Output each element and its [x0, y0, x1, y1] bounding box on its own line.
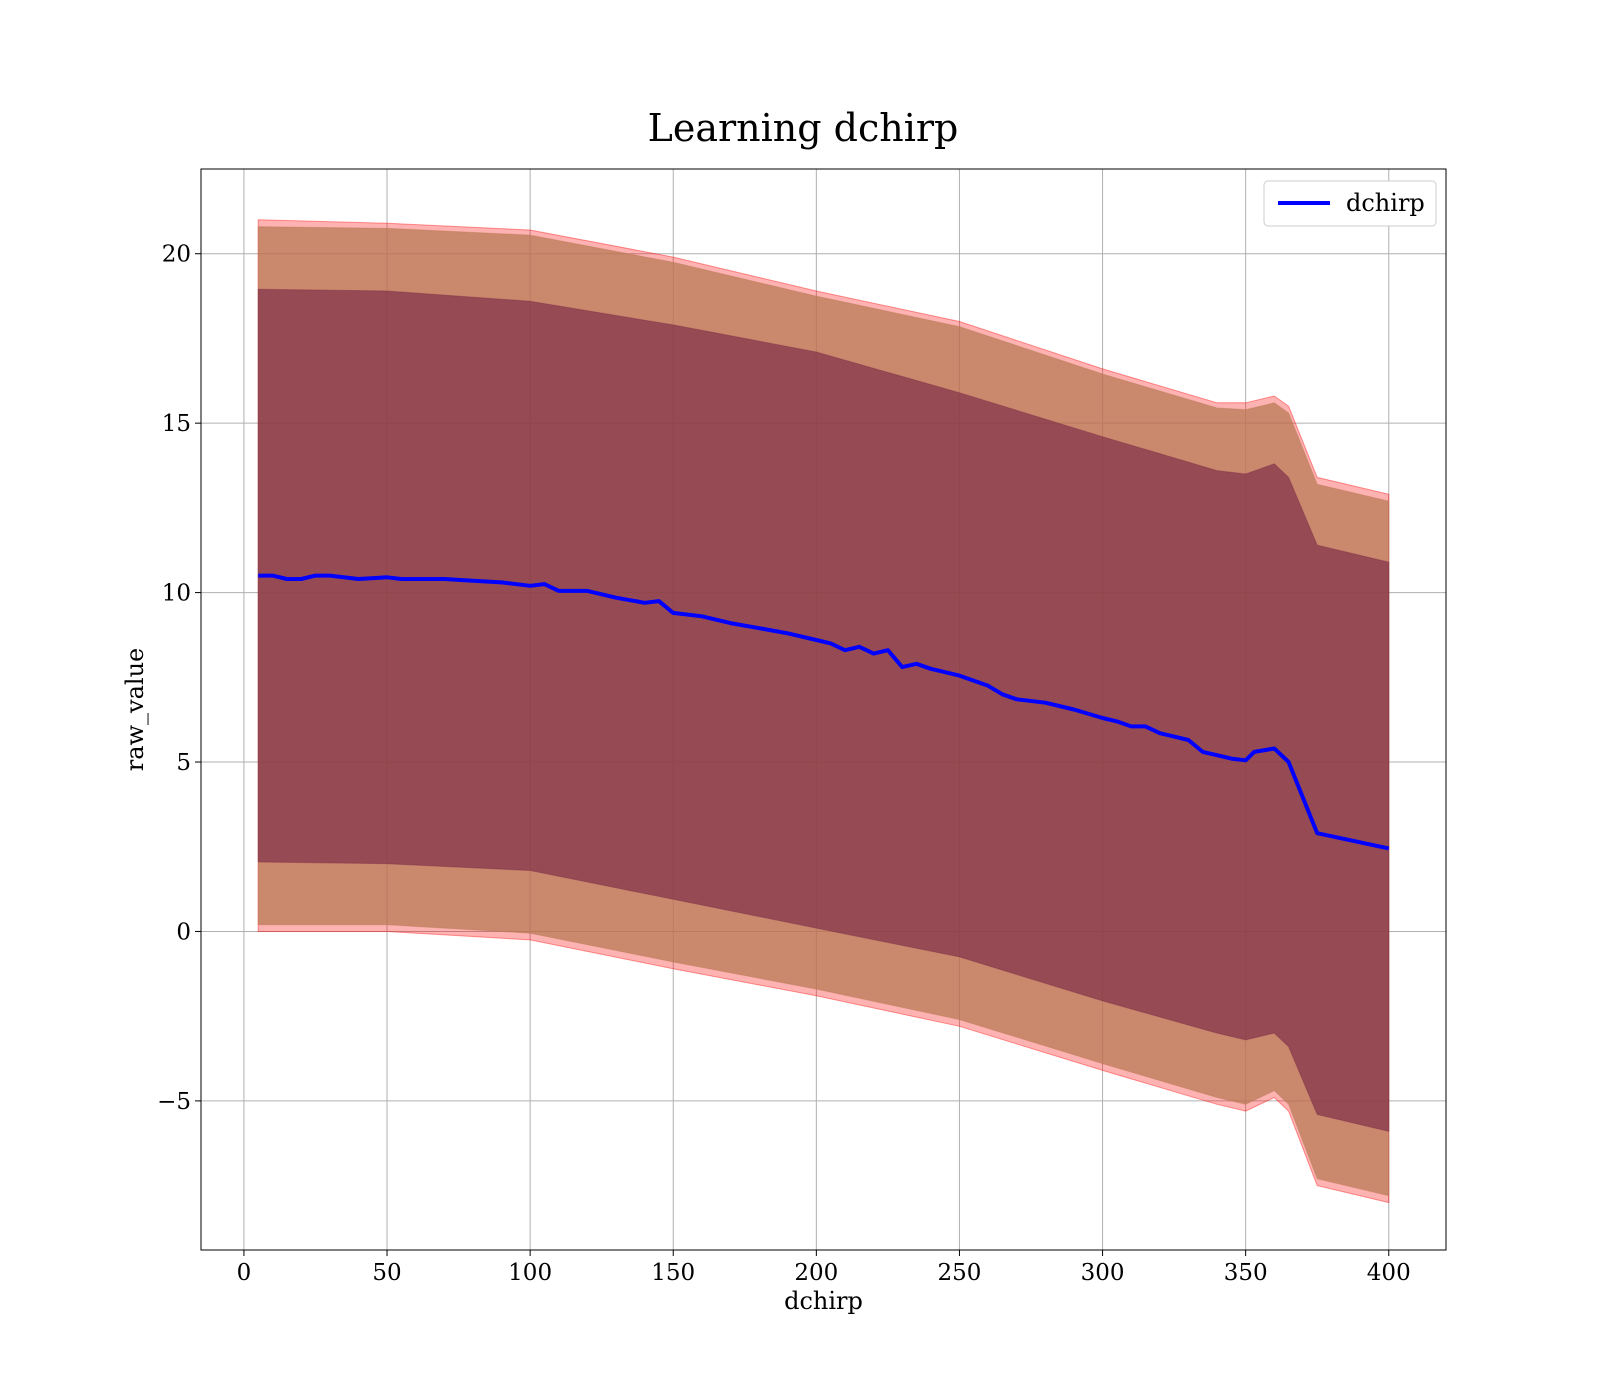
- x-tick-label: 250: [937, 1260, 981, 1286]
- tick-layer: 0 50 100 150 200 250 300 350 400 −5 0 5 10 15 20: [157, 242, 1411, 1286]
- legend-label: dchirp: [1346, 189, 1425, 217]
- plot-frame: [200, 168, 1447, 1251]
- y-tick-label: −5: [157, 1089, 191, 1115]
- y-tick-label: 10: [162, 581, 191, 607]
- y-tick-label: 5: [176, 750, 191, 776]
- line-layer: [258, 573, 1390, 851]
- x-tick-label: 150: [651, 1260, 695, 1286]
- x-tick-label: 350: [1224, 1260, 1268, 1286]
- x-tick-label: 400: [1367, 1260, 1411, 1286]
- band-layer: [257, 219, 1390, 1204]
- chart-title: Learning dchirp: [648, 106, 959, 150]
- x-tick-label: 50: [372, 1260, 401, 1286]
- x-tick-label: 100: [508, 1260, 552, 1286]
- y-tick-label: 20: [162, 242, 191, 268]
- series-line-dchirp: [258, 573, 1390, 851]
- x-tick-label: 200: [794, 1260, 838, 1286]
- y-tick-label: 0: [176, 919, 191, 945]
- y-axis-label: raw_value: [121, 648, 149, 772]
- legend: dchirp: [1263, 180, 1437, 227]
- y-tick-label: 15: [162, 411, 191, 437]
- legend-box: [1263, 180, 1437, 227]
- x-tick-label: 300: [1081, 1260, 1125, 1286]
- x-axis-label: dchirp: [784, 1287, 863, 1315]
- x-tick-label: 0: [237, 1260, 252, 1286]
- band-inner: [257, 288, 1390, 1133]
